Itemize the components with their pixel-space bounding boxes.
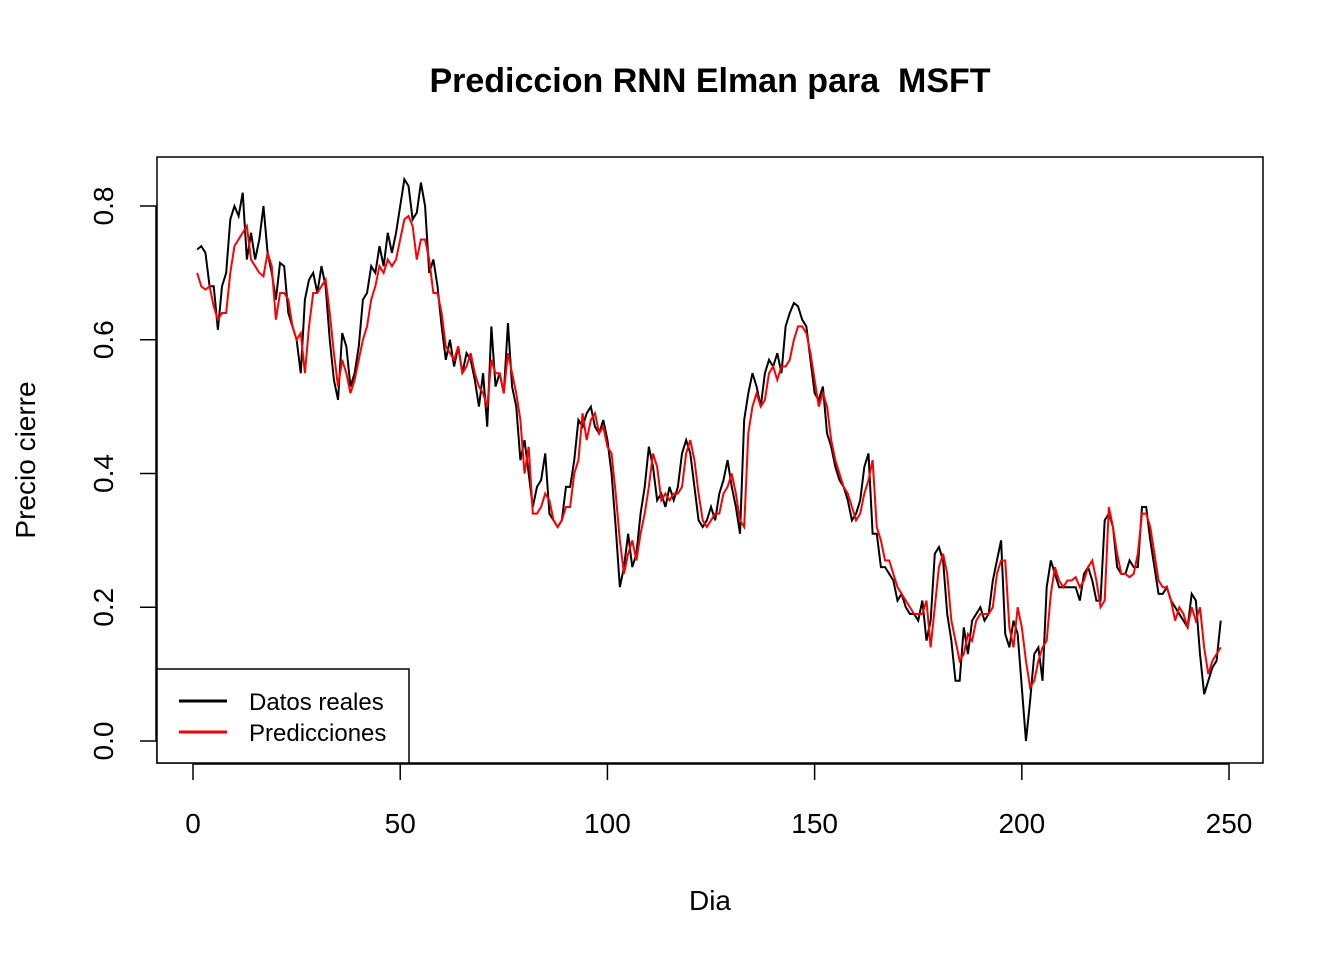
x-tick-label: 0: [185, 808, 201, 839]
chart-title: Prediccion RNN Elman para MSFT: [429, 62, 990, 100]
legend-label: Datos reales: [249, 689, 384, 716]
x-tick-label: 200: [998, 808, 1045, 839]
plot-frame: [156, 156, 1264, 764]
series-line: [196, 214, 1222, 691]
x-tick-label: 150: [791, 808, 838, 839]
series-line: [196, 176, 1222, 742]
y-tick-label: 0.0: [88, 722, 119, 761]
legend-label: Predicciones: [249, 720, 386, 747]
y-tick-label: 0.8: [88, 187, 119, 226]
x-axis-label: Dia: [689, 885, 731, 916]
x-tick-label: 100: [584, 808, 631, 839]
y-axis-label: Precio cierre: [10, 381, 41, 538]
y-tick-label: 0.2: [88, 588, 119, 627]
y-tick-label: 0.6: [88, 320, 119, 359]
y-tick-label: 0.4: [88, 454, 119, 493]
x-tick-label: 50: [385, 808, 416, 839]
legend-box: [156, 668, 410, 764]
x-tick-label: 250: [1206, 808, 1253, 839]
